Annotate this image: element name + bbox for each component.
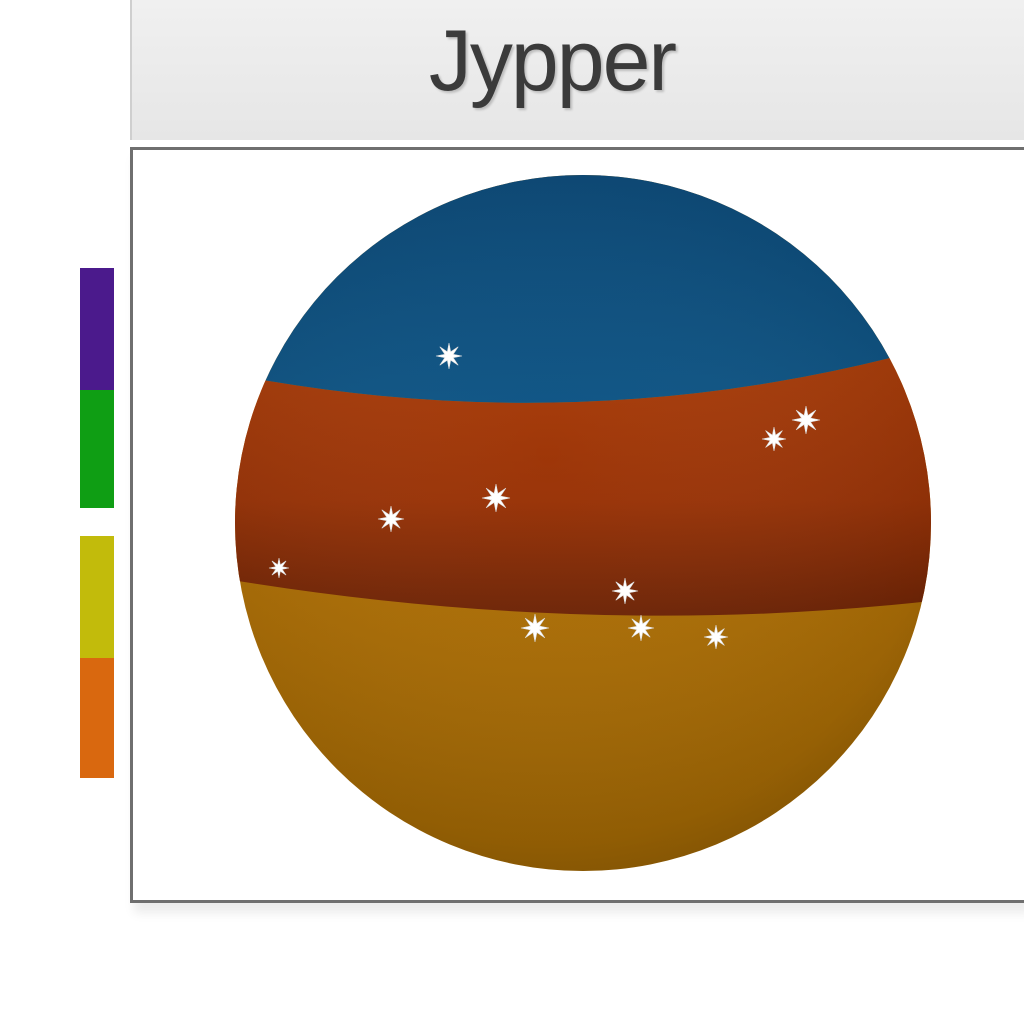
legend-swatch-green	[80, 390, 114, 508]
star-sparkle-5	[377, 505, 405, 533]
star-sparkles	[268, 342, 821, 650]
legend-swatch-orange	[80, 658, 114, 778]
star-sparkle-3	[761, 426, 787, 452]
star-sparkle-1	[435, 342, 463, 370]
header-bar: Jypper	[130, 0, 1024, 140]
star-sparkle-10	[703, 624, 729, 650]
legend-swatch-purple	[80, 268, 114, 390]
star-sparkle-8	[520, 613, 550, 643]
page-title: Jypper	[428, 13, 677, 109]
star-sparkle-2	[791, 405, 821, 435]
color-legend	[80, 268, 114, 778]
star-sparkle-9	[627, 614, 655, 642]
legend-swatch-olive	[80, 536, 114, 658]
star-sparkle-7	[611, 577, 639, 605]
star-sparkle-6	[268, 557, 290, 579]
star-sparkle-4	[481, 483, 511, 513]
